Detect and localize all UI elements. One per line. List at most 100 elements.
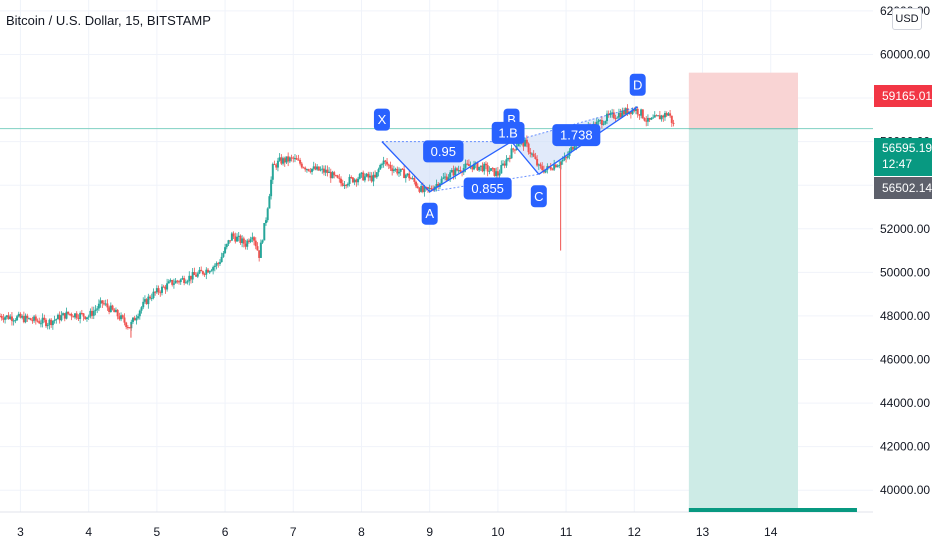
- candle-body: [58, 314, 61, 321]
- candle-body: [643, 118, 646, 121]
- candle-body: [345, 184, 348, 186]
- candle-body: [336, 175, 339, 178]
- candle-body: [512, 148, 515, 150]
- y-tick-label: 46000.00: [880, 352, 930, 366]
- candle-body: [338, 177, 341, 179]
- candle-body: [495, 171, 498, 176]
- candle-body: [195, 275, 198, 277]
- candle-body: [380, 164, 383, 166]
- candle-body: [213, 265, 216, 268]
- candle-body: [198, 269, 201, 274]
- candle-body: [646, 117, 649, 122]
- currency-button[interactable]: USD: [892, 8, 922, 30]
- pattern-ratio-label: 1.B: [498, 125, 518, 140]
- x-tick-label: 4: [85, 525, 92, 539]
- candle-body: [536, 158, 539, 166]
- candle-body: [408, 173, 411, 179]
- candle-body: [21, 316, 24, 318]
- candle-body: [87, 316, 90, 318]
- candle-body: [14, 320, 17, 322]
- candle-body: [5, 315, 8, 318]
- candle-body: [513, 149, 516, 151]
- candle-body: [476, 162, 479, 171]
- pattern-ratio-label-bg: [463, 177, 512, 200]
- candle-body: [329, 171, 332, 179]
- candle-body: [348, 176, 351, 184]
- candle-body: [34, 316, 37, 321]
- candle-body: [554, 164, 557, 168]
- candle-body: [162, 286, 165, 288]
- candle-body: [68, 313, 71, 315]
- candle-body: [437, 183, 440, 187]
- candle-body: [276, 160, 279, 168]
- candle-body: [178, 281, 181, 283]
- candle-body: [271, 164, 274, 180]
- candle-body: [17, 313, 20, 317]
- candle-body: [159, 292, 162, 294]
- candle-body: [496, 171, 499, 176]
- candle-body: [99, 300, 102, 304]
- pattern-diagonal-ac: [429, 173, 539, 193]
- candle-body: [389, 165, 392, 169]
- candle-body: [179, 279, 182, 283]
- candle-body: [447, 177, 450, 181]
- candle-body: [640, 109, 643, 116]
- candle-body: [486, 165, 489, 172]
- candle-body: [440, 178, 443, 184]
- candle-body: [312, 166, 315, 169]
- candle-body: [186, 281, 189, 283]
- candle-body: [648, 117, 651, 120]
- candle-body: [573, 146, 576, 150]
- candle-body: [609, 113, 612, 116]
- candle-body: [420, 186, 423, 192]
- candle-body: [624, 108, 627, 115]
- candle-body: [246, 240, 249, 247]
- candle-body: [9, 316, 12, 320]
- bar-countdown: 12:47: [882, 157, 913, 171]
- candle-body: [363, 176, 366, 181]
- candle-body: [539, 164, 542, 167]
- candle-body: [113, 309, 116, 313]
- candle-body: [172, 283, 175, 285]
- candle-body: [166, 283, 169, 290]
- candle-body: [264, 220, 267, 224]
- pattern-point-label: D: [633, 77, 642, 92]
- candle-body: [48, 319, 51, 325]
- candle-body: [300, 163, 303, 168]
- candle-body: [479, 165, 482, 167]
- candle-body: [529, 152, 532, 154]
- candle-body: [488, 170, 491, 172]
- candle-body: [82, 313, 85, 317]
- x-tick-label: 12: [628, 525, 642, 539]
- candle-body: [77, 317, 80, 319]
- candle-body: [27, 318, 30, 320]
- candle-body: [604, 121, 607, 124]
- candle-body: [196, 273, 199, 277]
- candle-body: [36, 320, 39, 322]
- candle-body: [94, 309, 97, 312]
- candle-body: [498, 173, 501, 176]
- candle-body: [29, 318, 32, 321]
- candle-body: [224, 247, 227, 254]
- candle-body: [392, 169, 395, 172]
- candle-body: [138, 310, 141, 317]
- candle-body: [258, 250, 261, 258]
- candle-body: [415, 181, 418, 187]
- candle-body: [234, 236, 237, 242]
- target-zone: [688, 72, 798, 129]
- candle-body: [147, 296, 150, 305]
- candle-body: [154, 291, 157, 293]
- candle-body: [645, 120, 648, 122]
- pattern-ratio-label: 0.95: [431, 144, 456, 159]
- candle-body: [353, 179, 356, 183]
- candle-body: [287, 156, 290, 162]
- candle-body: [459, 170, 462, 172]
- candle-body: [114, 309, 117, 313]
- candle-body: [259, 242, 262, 258]
- candle-body: [39, 323, 42, 325]
- candle-body: [297, 159, 300, 161]
- candle-body: [631, 109, 634, 114]
- candle-body: [253, 237, 256, 241]
- candle-body: [314, 166, 317, 170]
